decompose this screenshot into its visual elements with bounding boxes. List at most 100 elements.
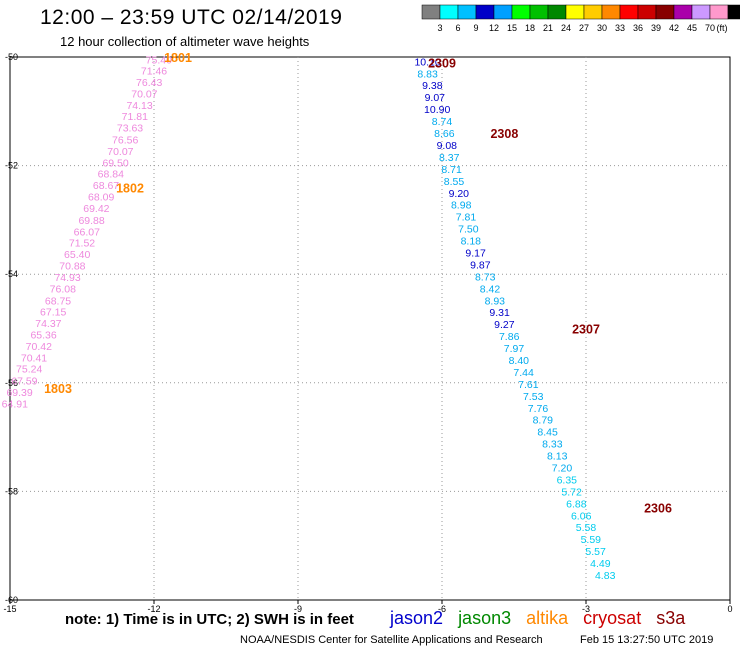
- y-tick-label: -56: [5, 378, 18, 388]
- footer-note: note: 1) Time is in UTC; 2) SWH is in fe…: [65, 611, 354, 628]
- data-point-label: 76.43: [136, 77, 162, 89]
- scale-label: 42: [669, 23, 679, 33]
- scale-swatch: [655, 4, 675, 20]
- scale-swatch: [727, 4, 740, 20]
- scale-swatch: [619, 4, 639, 20]
- data-point-label: 68.09: [88, 192, 114, 204]
- data-point-label: 76.08: [50, 283, 76, 295]
- data-point-label: 9.08: [437, 140, 458, 152]
- scale-swatch: [475, 4, 495, 20]
- scale-swatch: [637, 4, 657, 20]
- data-point-label: 8.83: [417, 68, 438, 80]
- data-point-label: 69.42: [83, 203, 109, 215]
- y-tick-label: -52: [5, 161, 18, 171]
- data-point-label: 67.59: [11, 376, 37, 388]
- data-point-label: 8.73: [475, 271, 496, 283]
- chart-subtitle: 12 hour collection of altimeter wave hei…: [60, 34, 310, 49]
- data-point-label: 8.18: [461, 236, 482, 248]
- sat-cryosat: cryosat: [583, 608, 642, 628]
- data-point-label: 8.55: [444, 176, 465, 188]
- data-point-label: 6.06: [571, 510, 592, 522]
- data-point-label: 71.46: [141, 66, 167, 78]
- scale-label: 27: [579, 23, 589, 33]
- data-point-label: 9.27: [494, 319, 515, 331]
- data-point-label: 8.37: [439, 152, 460, 164]
- pass-label: 2307: [572, 323, 600, 337]
- data-point-label: 4.49: [590, 558, 611, 570]
- scale-label: 36: [633, 23, 643, 33]
- data-point-label: 76.56: [112, 135, 138, 147]
- data-point-label: 9.31: [489, 307, 510, 319]
- data-point-label: 5.57: [585, 546, 606, 558]
- scale-label: 33: [615, 23, 625, 33]
- scale-label: 3: [437, 23, 442, 33]
- pass-label: 2308: [490, 127, 518, 141]
- footer-credit: NOAA/NESDIS Center for Satellite Applica…: [240, 634, 543, 646]
- data-point-label: 74.13: [126, 100, 152, 112]
- x-tick-label: 0: [727, 604, 732, 614]
- data-point-label: 70.88: [59, 261, 85, 273]
- scale-swatch: [565, 4, 585, 20]
- footer-date: Feb 15 13:27:50 UTC 2019: [580, 634, 714, 646]
- data-point-label: 7.81: [456, 212, 477, 224]
- scale-label: 6: [455, 23, 460, 33]
- data-point-label: 75.40: [146, 55, 172, 67]
- sat-s3a: s3a: [656, 608, 686, 628]
- data-point-label: 8.40: [509, 355, 530, 367]
- scale-label: 70: [705, 23, 715, 33]
- data-point-label: 71.52: [69, 238, 95, 250]
- pass-label: 1801: [164, 51, 192, 65]
- data-point-label: 8.33: [542, 439, 563, 451]
- data-point-label: 8.93: [485, 295, 506, 307]
- data-point-label: 9.17: [465, 247, 486, 259]
- scale-swatch: [673, 4, 693, 20]
- scale-label: 45: [687, 23, 697, 33]
- pass-label: 2306: [644, 502, 672, 516]
- scale-label: 18: [525, 23, 535, 33]
- data-point-label: 69.39: [6, 387, 32, 399]
- data-point-label: 74.93: [54, 272, 80, 284]
- data-point-label: 7.86: [499, 331, 520, 343]
- data-point-label: 6.88: [566, 498, 587, 510]
- x-tick-label: -3: [582, 604, 590, 614]
- satellite-legend: jason2 jason3 altika cryosat s3a: [390, 608, 695, 629]
- x-tick-label: -6: [438, 604, 446, 614]
- data-point-label: 7.53: [523, 391, 544, 403]
- x-tick-label: -9: [294, 604, 302, 614]
- data-point-label: 68.67: [93, 180, 119, 192]
- scale-swatch: [457, 4, 477, 20]
- data-point-label: 8.79: [533, 415, 554, 427]
- data-point-label: 66.07: [74, 226, 100, 238]
- data-point-label: 8.13: [547, 451, 568, 463]
- data-point-label: 5.58: [576, 522, 597, 534]
- data-point-label: 68.84: [98, 169, 124, 181]
- data-point-label: 8.98: [451, 200, 472, 212]
- scale-label: 30: [597, 23, 607, 33]
- data-point-label: 5.59: [581, 534, 602, 546]
- scale-swatch: [493, 4, 513, 20]
- data-point-label: 71.81: [122, 111, 148, 123]
- data-point-label: 67.15: [40, 307, 66, 319]
- data-point-label: 69.50: [102, 157, 128, 169]
- pass-label: 2309: [428, 56, 456, 70]
- data-point-label: 7.61: [518, 379, 539, 391]
- plot-frame: [9, 56, 731, 601]
- data-point-label: 6.35: [557, 474, 578, 486]
- data-point-label: 70.07: [107, 146, 133, 158]
- data-point-label: 70.42: [26, 341, 52, 353]
- data-point-label: 7.76: [528, 403, 549, 415]
- data-point-label: 68.75: [45, 295, 71, 307]
- data-point-label: 70.41: [21, 352, 47, 364]
- data-point-label: 7.50: [458, 224, 479, 236]
- sat-jason2: jason2: [390, 608, 444, 628]
- data-point-label: 4.83: [595, 570, 616, 582]
- scale-swatch: [691, 4, 711, 20]
- scale-label: 24: [561, 23, 571, 33]
- data-point-label: 8.66: [434, 128, 455, 140]
- data-point-label: 7.44: [513, 367, 534, 379]
- data-point-label: 9.07: [425, 92, 446, 104]
- y-tick-label: -58: [5, 486, 18, 496]
- data-point-label: 9.87: [470, 259, 491, 271]
- data-point-label: 64.91: [2, 398, 28, 410]
